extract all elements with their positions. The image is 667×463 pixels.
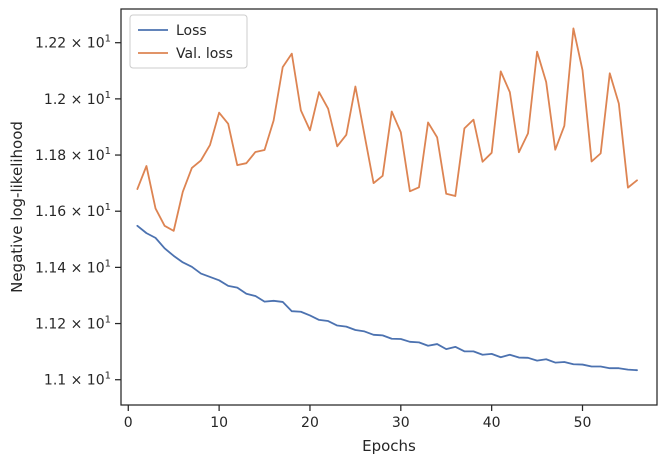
- x-tick-label: 20: [301, 415, 319, 431]
- x-tick-label: 0: [124, 415, 133, 431]
- series-line-val-loss: [136, 27, 638, 232]
- plot-area: [136, 27, 638, 372]
- x-tick-label: 30: [392, 415, 410, 431]
- y-tick-label: 1.18 × 101: [35, 146, 111, 164]
- axes-frame: [120, 8, 658, 406]
- y-tick-label: 1.12 × 101: [35, 315, 111, 333]
- legend-box: [129, 14, 248, 69]
- x-tick-label: 10: [210, 415, 228, 431]
- x-tick-label: 50: [574, 415, 592, 431]
- y-tick-label: 1.1 × 101: [44, 371, 111, 389]
- series-line-loss: [136, 224, 638, 372]
- x-axis-ticks: 0 10 20 30 40 50: [124, 405, 592, 431]
- y-tick-label: 1.2 × 101: [44, 90, 111, 108]
- legend-label-loss: Loss: [176, 23, 207, 39]
- y-tick-label: 1.22 × 101: [35, 34, 111, 52]
- legend-label-val-loss: Val. loss: [176, 46, 233, 62]
- x-tick-label: 40: [483, 415, 501, 431]
- legend: Loss Val. loss: [129, 14, 248, 69]
- y-axis-ticks: 1.1 × 101 1.12 × 101 1.14 × 101 1.16 × 101 1…: [35, 34, 121, 389]
- y-tick-label: 1.16 × 101: [35, 202, 111, 220]
- y-axis-label: Negative log-likelihood: [8, 121, 26, 293]
- y-tick-label: 1.14 × 101: [35, 258, 111, 276]
- x-axis-label: Epochs: [362, 437, 416, 455]
